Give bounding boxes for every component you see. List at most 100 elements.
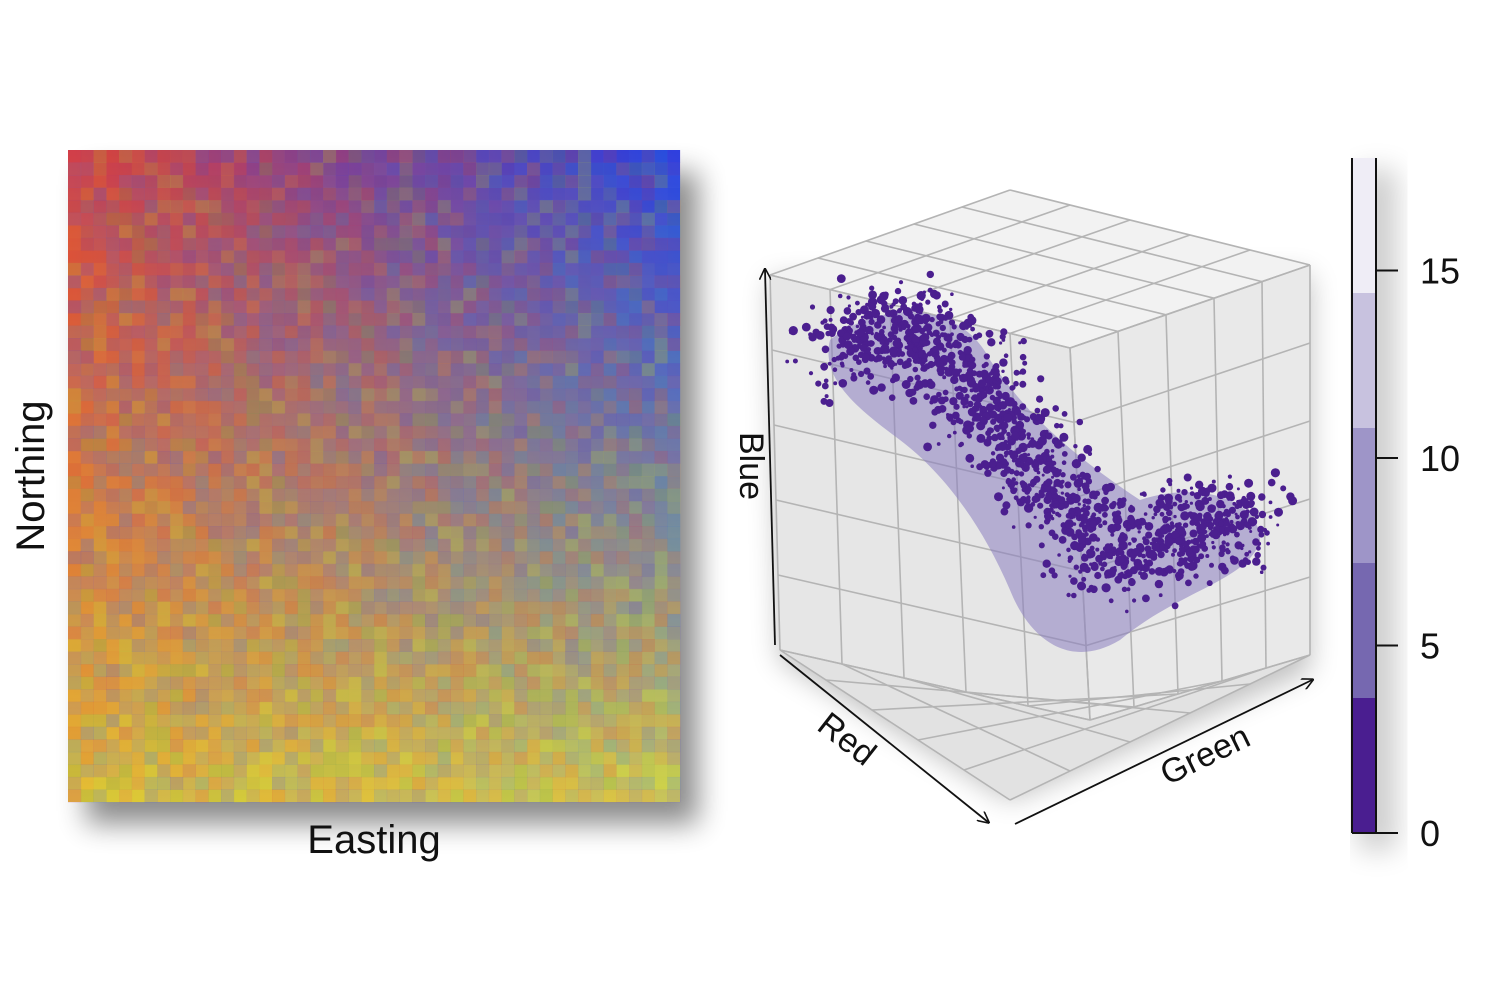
map-cell: [246, 613, 260, 627]
map-cell: [68, 488, 82, 502]
map-cell: [463, 363, 477, 377]
cube-point: [1120, 497, 1127, 503]
map-cell: [374, 162, 388, 176]
map-cell: [654, 526, 668, 540]
map-cell: [221, 413, 235, 427]
map-cell: [157, 175, 171, 189]
map-cell: [361, 513, 375, 527]
map-cell: [527, 463, 541, 477]
map-cell: [93, 450, 107, 464]
map-cell: [667, 262, 681, 276]
map-cell: [131, 664, 145, 678]
map-cell: [476, 488, 490, 502]
map-cell: [221, 375, 235, 389]
map-cell: [565, 551, 579, 565]
cube-point: [1087, 451, 1093, 456]
map-cell: [412, 300, 426, 314]
map-cell: [552, 237, 566, 251]
map-cell: [450, 400, 464, 414]
map-cell: [93, 338, 107, 352]
map-cell: [463, 588, 477, 602]
map-cell: [476, 701, 490, 715]
map-cell: [323, 563, 337, 577]
map-cell: [629, 450, 643, 464]
cube-point: [788, 326, 798, 336]
map-cell: [208, 714, 222, 728]
cube-point: [1230, 556, 1239, 565]
map-cell: [463, 162, 477, 176]
cube-point: [1148, 503, 1153, 509]
cube-point: [1153, 512, 1158, 517]
map-cell: [552, 438, 566, 452]
cube-point: [969, 357, 974, 363]
map-cell: [68, 438, 82, 452]
map-cell: [578, 488, 592, 502]
map-cell: [488, 338, 502, 352]
map-cell: [552, 664, 566, 678]
map-cell: [527, 225, 541, 239]
map-cell: [131, 325, 145, 339]
map-cell: [284, 388, 298, 402]
map-cell: [437, 413, 451, 427]
map-cell: [603, 313, 617, 326]
map-cell: [157, 701, 171, 715]
cube-point: [1131, 537, 1135, 542]
map-cell: [616, 689, 630, 703]
map-cell: [501, 651, 515, 665]
cube-point: [939, 324, 946, 332]
map-cell: [476, 751, 490, 765]
map-cell: [297, 701, 311, 715]
map-cell: [514, 701, 528, 715]
map-cell: [590, 275, 604, 289]
map-cell: [488, 150, 502, 163]
map-cell: [603, 175, 617, 189]
cube-point: [1124, 556, 1130, 561]
cube-point: [990, 467, 994, 471]
map-cell: [131, 488, 145, 502]
cube-point: [1159, 525, 1169, 535]
map-cell: [131, 250, 145, 264]
map-cell: [348, 651, 362, 665]
map-cell: [170, 701, 184, 715]
map-cell: [182, 225, 196, 239]
map-cell: [501, 250, 515, 264]
map-cell: [437, 501, 451, 515]
map-cell: [284, 225, 298, 239]
map-cell: [170, 488, 184, 502]
cube-point: [941, 347, 947, 353]
cube-point: [875, 347, 882, 355]
map-cell: [233, 450, 247, 464]
map-cell: [335, 338, 349, 352]
map-cell: [310, 275, 324, 289]
cube-point: [942, 389, 949, 396]
map-cell: [374, 200, 388, 214]
map-cell: [68, 739, 82, 753]
map-cell: [578, 325, 592, 339]
cube-point: [1051, 572, 1058, 579]
map-cell: [348, 626, 362, 640]
map-cell: [284, 212, 298, 226]
cube-gridline: [779, 649, 1011, 801]
map-cell: [335, 588, 349, 602]
map-cell: [93, 689, 107, 703]
map-cell: [527, 175, 541, 189]
cube-point: [992, 383, 999, 390]
map-cell: [565, 664, 579, 678]
cube-point: [1033, 465, 1040, 473]
cube-point: [1137, 530, 1141, 534]
map-cell: [182, 313, 196, 326]
cube-point: [1172, 568, 1177, 574]
cube-point: [958, 353, 967, 361]
map-cell: [514, 714, 528, 728]
map-cell: [80, 776, 94, 790]
map-cell: [348, 488, 362, 502]
map-cell: [80, 563, 94, 577]
map-cell: [437, 363, 451, 377]
cube-point: [1259, 570, 1264, 574]
map-cell: [182, 613, 196, 627]
map-cell: [323, 350, 337, 364]
map-cell: [93, 751, 107, 765]
map-cell: [488, 588, 502, 602]
map-cell: [246, 764, 260, 778]
map-cell: [182, 375, 196, 389]
